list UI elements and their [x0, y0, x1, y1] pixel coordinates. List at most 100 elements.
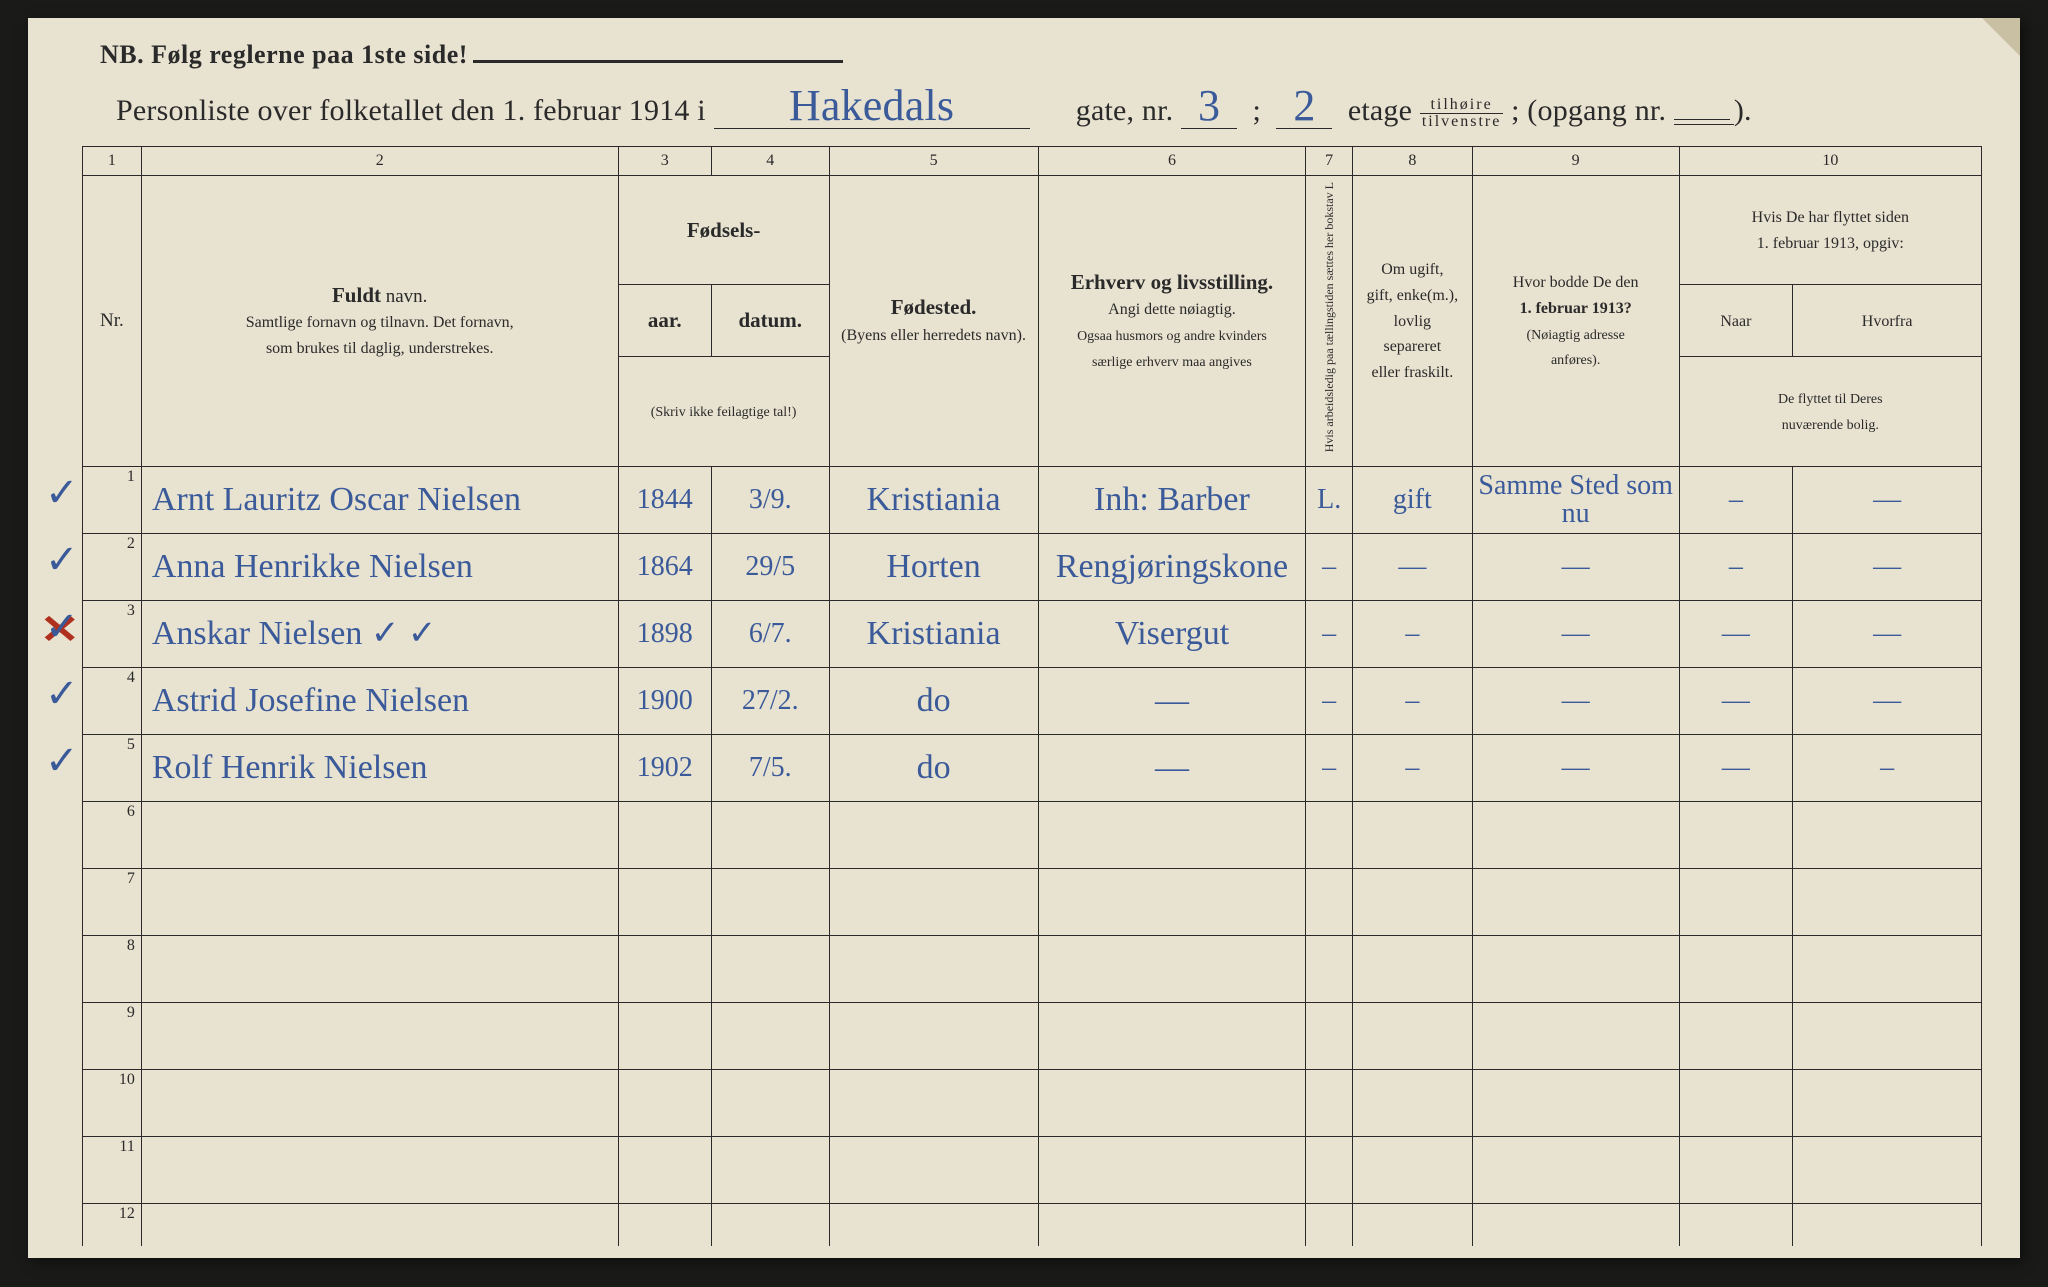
cell-when: — [1679, 600, 1793, 667]
cell-occupation: Visergut [1038, 600, 1306, 667]
cell-from: — [1793, 466, 1982, 533]
cell-year: 1902 [618, 734, 711, 801]
cell-date: 29/5 [711, 533, 829, 600]
cell-name: Rolf Henrik Nielsen [141, 734, 618, 801]
table-row-empty: 6 [83, 801, 1982, 868]
check-mark: ✓ [45, 737, 79, 784]
cell-birthplace: Horten [829, 533, 1038, 600]
cell-name: Anskar Nielsen ✓ ✓ [141, 600, 618, 667]
table-row: ✓1Arnt Lauritz Oscar Nielsen18443/9.Kris… [83, 466, 1982, 533]
cell-year: 1864 [618, 533, 711, 600]
top-note: NB. Følg reglerne paa 1ste side! [100, 40, 1996, 70]
coln-5: 5 [829, 146, 1038, 175]
cell-birthplace: do [829, 667, 1038, 734]
cell-occupation: Inh: Barber [1038, 466, 1306, 533]
cell-unemployed: – [1306, 533, 1353, 600]
coln-1: 1 [83, 146, 142, 175]
hdr-street-handwritten: Hakedals [714, 84, 1030, 129]
table-row-empty: 12 [83, 1203, 1982, 1246]
cell-birthplace: Kristiania [829, 466, 1038, 533]
hdr-close: ). [1734, 94, 1752, 127]
hdr-semi: ; [1252, 94, 1261, 127]
table-row-empty: 10 [83, 1069, 1982, 1136]
cell-prev-addr: — [1472, 667, 1679, 734]
cell-unemployed: L. [1306, 466, 1353, 533]
coln-10: 10 [1679, 146, 1981, 175]
cell-date: 3/9. [711, 466, 829, 533]
cell-year: 1900 [618, 667, 711, 734]
cell-unemployed: – [1306, 600, 1353, 667]
cell-marital: — [1353, 533, 1473, 600]
th-prev-address: Hvor bodde De den 1. februar 1913? (Nøia… [1472, 175, 1679, 466]
hdr-gate-label: gate, nr. [1076, 94, 1174, 127]
top-note-text: NB. Følg reglerne paa 1ste side! [100, 40, 468, 69]
th-nr: Nr. [83, 175, 142, 466]
cell-prev-addr: — [1472, 734, 1679, 801]
cell-birthplace: do [829, 734, 1038, 801]
page-inner: NB. Følg reglerne paa 1ste side! Personl… [76, 40, 1996, 1230]
coln-6: 6 [1038, 146, 1306, 175]
coln-4: 4 [711, 146, 829, 175]
hdr-gate-nr: 3 [1181, 84, 1237, 129]
column-number-row: 1 2 3 4 5 6 7 8 9 10 [83, 146, 1982, 175]
cell-nr: 11 [83, 1136, 142, 1203]
cell-nr: 7 [83, 868, 142, 935]
check-mark: ✓ [45, 536, 79, 583]
cell-nr: ✕✓3 [83, 600, 142, 667]
th-occupation: Erhverv og livsstilling. Angi dette nøia… [1038, 175, 1306, 466]
document-page: NB. Følg reglerne paa 1ste side! Personl… [28, 18, 2020, 1258]
hdr-opgang-label: ; (opgang nr. [1511, 94, 1666, 127]
th-when: Naar [1679, 285, 1793, 356]
th-moved: Hvis De har flyttet siden 1. februar 191… [1679, 175, 1981, 285]
check-mark: ✓ [45, 670, 79, 717]
cell-name: Anna Henrikke Nielsen [141, 533, 618, 600]
hdr-opgang-blank [1674, 94, 1734, 125]
cell-nr: 8 [83, 935, 142, 1002]
cell-year: 1898 [618, 600, 711, 667]
cell-from: — [1793, 533, 1982, 600]
cell-nr: ✓2 [83, 533, 142, 600]
hdr-etage-nr: 2 [1276, 84, 1332, 129]
cell-occupation: Rengjøringskone [1038, 533, 1306, 600]
table-row-empty: 11 [83, 1136, 1982, 1203]
cell-when: — [1679, 667, 1793, 734]
cell-prev-addr: — [1472, 600, 1679, 667]
hdr-prefix: Personliste over folketallet den 1. febr… [116, 94, 706, 127]
th-year: aar. [618, 285, 711, 356]
cell-unemployed: – [1306, 667, 1353, 734]
census-table: 1 2 3 4 5 6 7 8 9 10 Nr. Fuldt navn. Sam… [82, 146, 1982, 1246]
cell-date: 7/5. [711, 734, 829, 801]
th-birth-top: Fødsels- [618, 175, 829, 285]
hdr-side-fraction: tilhøire tilvenstre [1420, 97, 1504, 130]
cell-occupation: — [1038, 734, 1306, 801]
top-note-rule [473, 60, 843, 63]
cell-marital: gift [1353, 466, 1473, 533]
table-row: ✓4Astrid Josefine Nielsen190027/2.do—––—… [83, 667, 1982, 734]
cell-nr: ✓5 [83, 734, 142, 801]
th-marital: Om ugift, gift, enke(m.), lovlig separer… [1353, 175, 1473, 466]
form-header-line: Personliste over folketallet den 1. febr… [116, 84, 1996, 130]
table-row: ✓5Rolf Henrik Nielsen19027/5.do—––——– [83, 734, 1982, 801]
coln-9: 9 [1472, 146, 1679, 175]
coln-3: 3 [618, 146, 711, 175]
cell-when: — [1679, 734, 1793, 801]
th-name: Fuldt navn. Samtlige fornavn og tilnavn.… [141, 175, 618, 466]
header-row-1: Nr. Fuldt navn. Samtlige fornavn og tiln… [83, 175, 1982, 285]
cell-when: – [1679, 533, 1793, 600]
table-row: ✓2Anna Henrikke Nielsen186429/5HortenRen… [83, 533, 1982, 600]
cell-name: Astrid Josefine Nielsen [141, 667, 618, 734]
cell-birthplace: Kristiania [829, 600, 1038, 667]
cell-from: — [1793, 667, 1982, 734]
coln-8: 8 [1353, 146, 1473, 175]
check-mark: ✓ [45, 603, 79, 650]
cell-marital: – [1353, 734, 1473, 801]
cell-marital: – [1353, 600, 1473, 667]
cell-when: – [1679, 466, 1793, 533]
cell-marital: – [1353, 667, 1473, 734]
cell-nr: ✓4 [83, 667, 142, 734]
cell-name: Arnt Lauritz Oscar Nielsen [141, 466, 618, 533]
cell-nr: 9 [83, 1002, 142, 1069]
th-birthplace: Fødested. (Byens eller herredets navn). [829, 175, 1038, 466]
cell-nr: 10 [83, 1069, 142, 1136]
th-moved-sub: De flyttet til Deres nuværende bolig. [1679, 356, 1981, 466]
